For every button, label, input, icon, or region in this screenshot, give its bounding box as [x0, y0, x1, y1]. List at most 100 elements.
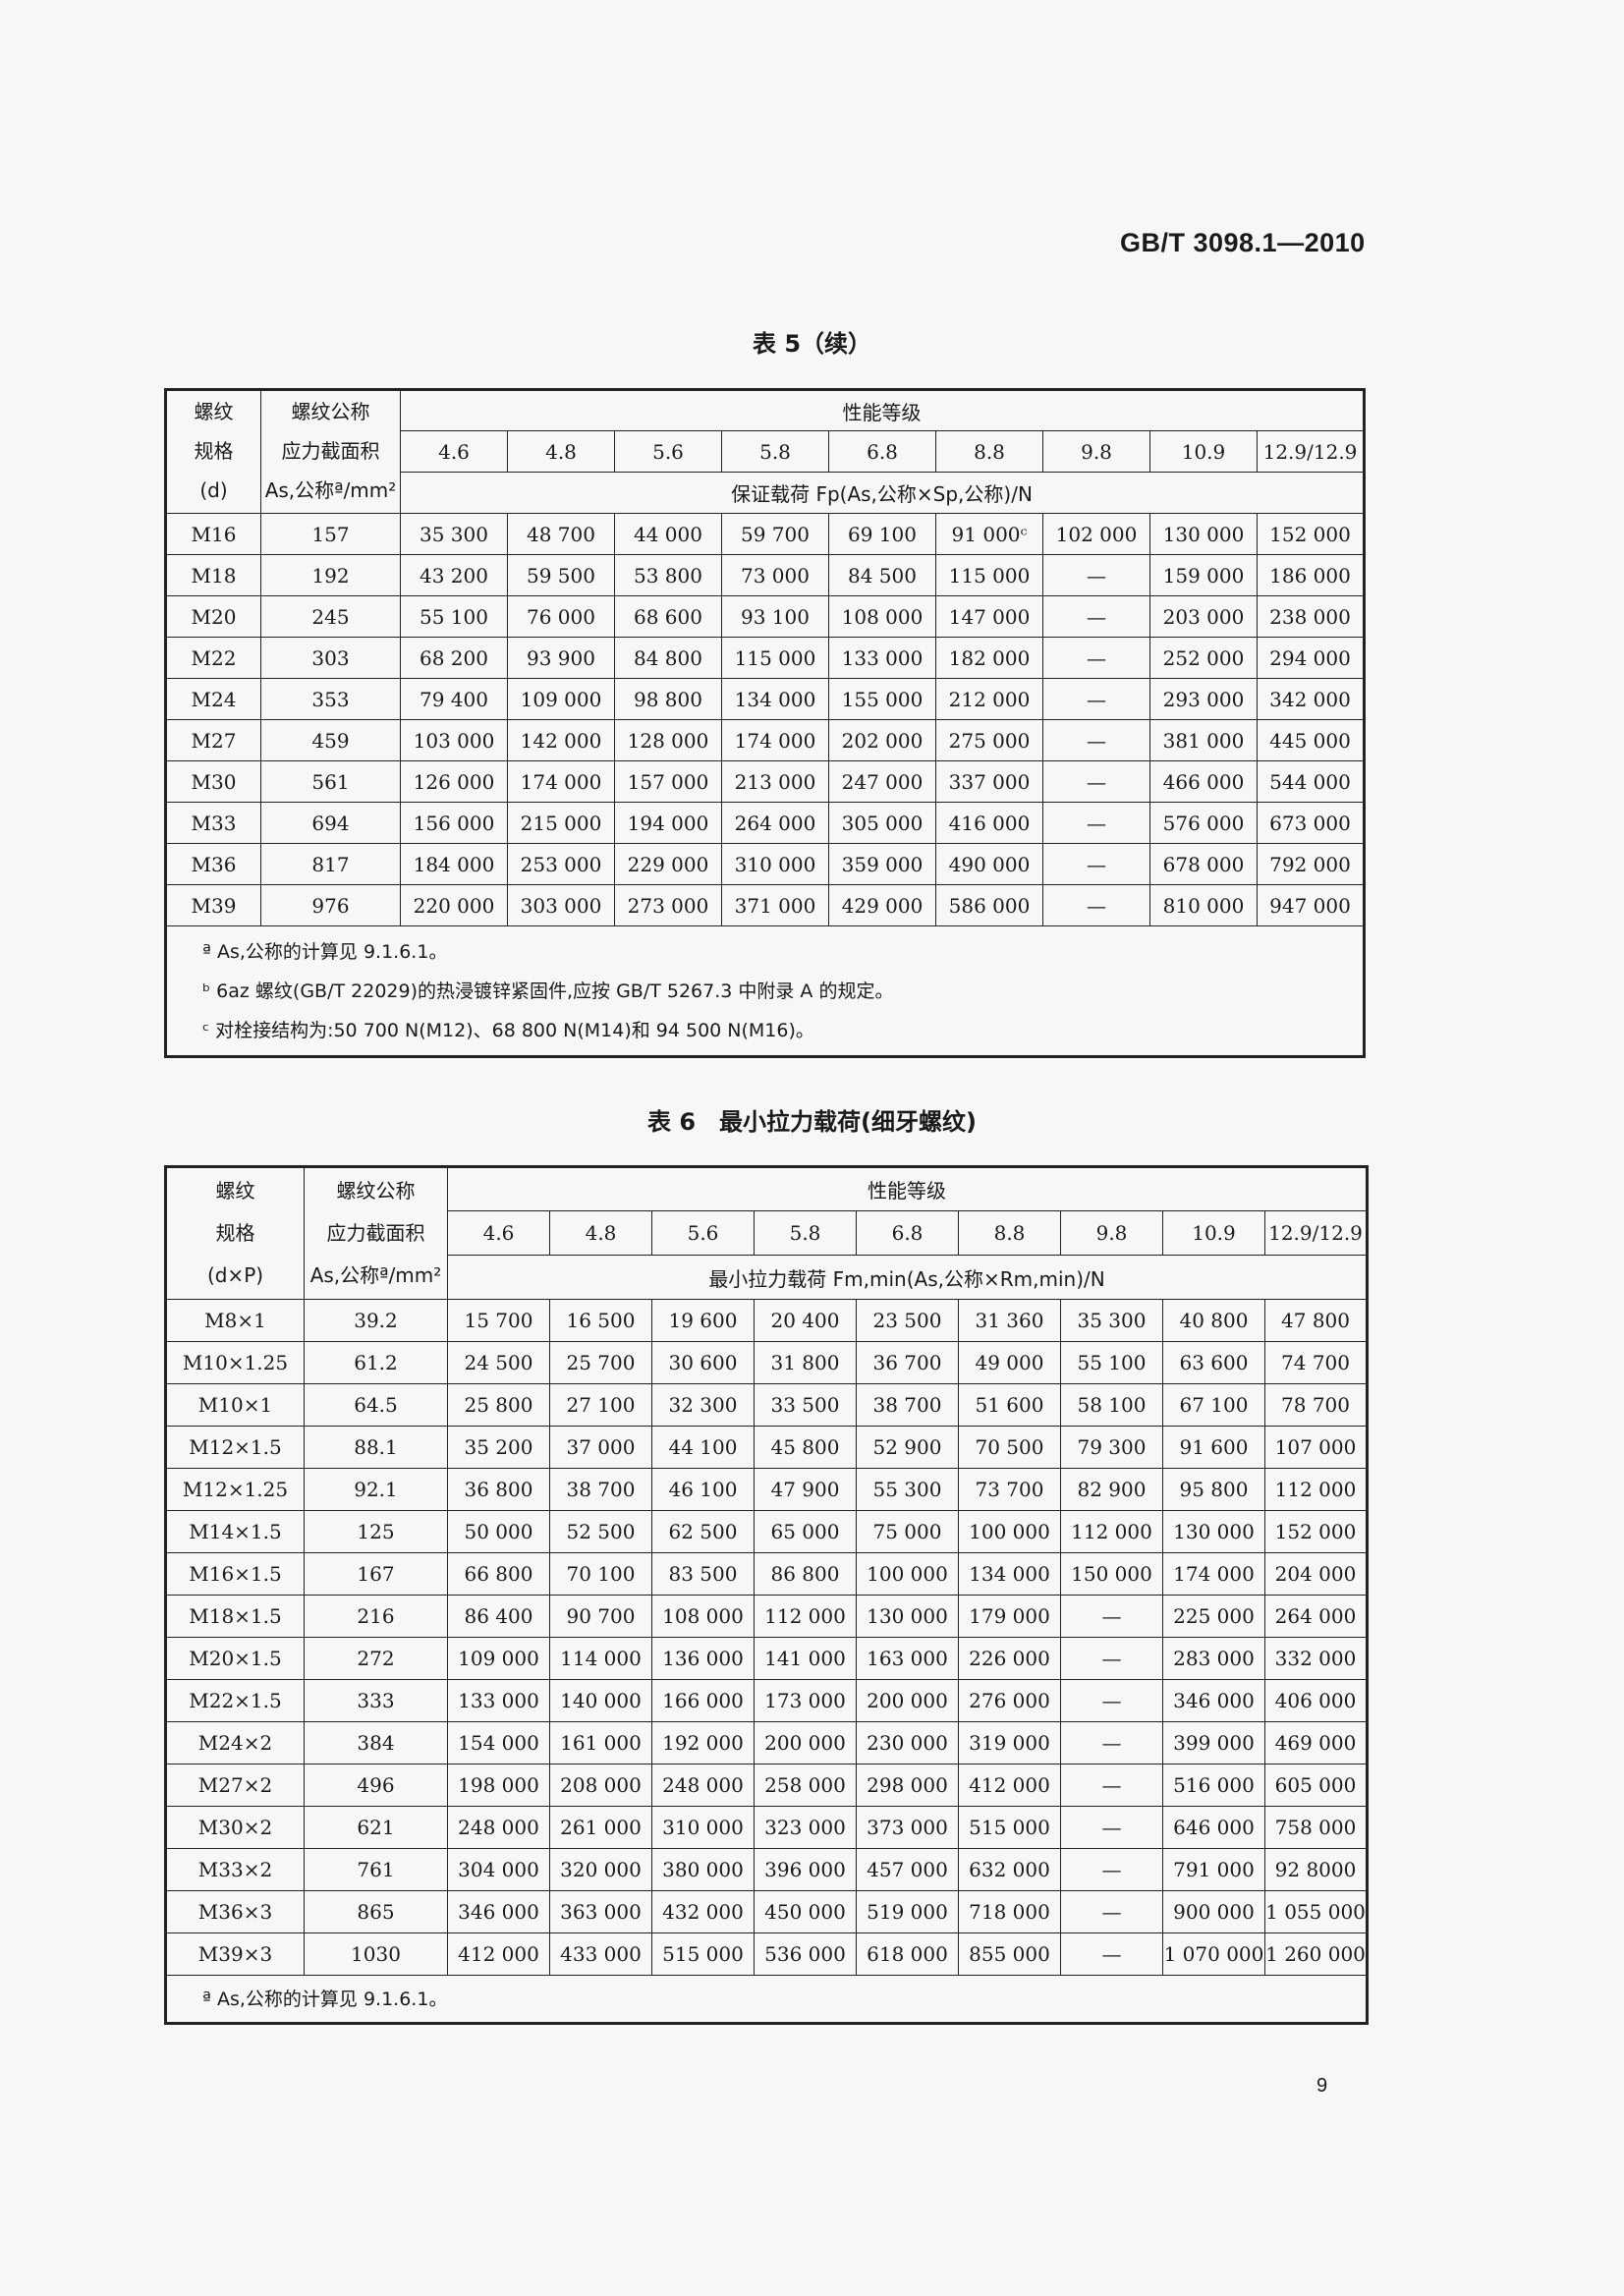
table-cell: 248 000	[447, 1806, 550, 1849]
grade-header: 4.8	[507, 430, 615, 473]
table-cell: 202 000	[828, 719, 936, 761]
table-cell: 363 000	[549, 1890, 652, 1933]
grade-header: 12.9/12.9	[1256, 430, 1366, 473]
table-cell: 173 000	[754, 1679, 857, 1722]
table-cell: 115 000	[721, 637, 829, 679]
table-cell: 184 000	[400, 843, 508, 885]
table-cell: 817	[260, 843, 401, 885]
table-row: M12×1.5 88.1 35 200 37 000 44 100 45 800 52 90…	[165, 1426, 1369, 1469]
table-cell: 108 000	[651, 1595, 755, 1638]
table-cell: 791 000	[1162, 1848, 1265, 1891]
table-cell: —	[1042, 802, 1150, 844]
table-row: M12×1.25 92.1 36 800 38 700 46 100 47 900 55 3…	[165, 1468, 1369, 1511]
table-cell: 432 000	[651, 1890, 755, 1933]
table-cell: 200 000	[754, 1721, 857, 1764]
col-thread-spec-header: 螺纹 规格 (d×P)	[165, 1166, 305, 1300]
table-cell: 62 500	[651, 1510, 755, 1553]
table-cell: 192	[260, 554, 401, 596]
table-cell: 37 000	[549, 1426, 652, 1469]
grade-header: 6.8	[828, 430, 936, 473]
table-cell: 141 000	[754, 1637, 857, 1680]
table-cell: 15 700	[447, 1299, 550, 1342]
grade-header: 4.6	[447, 1210, 550, 1256]
table-cell: —	[1060, 1932, 1163, 1976]
table-cell: 174 000	[721, 719, 829, 761]
table-cell: 694	[260, 802, 401, 844]
table-cell: —	[1042, 595, 1150, 638]
header-line: 螺纹	[215, 1179, 255, 1204]
table-cell: 673 000	[1256, 802, 1366, 844]
header-line: 螺纹	[194, 400, 234, 424]
table-cell: M33	[165, 802, 261, 844]
table-cell: 79 300	[1060, 1426, 1163, 1469]
table5: 螺纹 规格 (d) 螺纹公称 应力截面积 As,公称ª/mm² 性能等级 4.6 4.8 5.6 5…	[164, 388, 1367, 1058]
table-cell: 49 000	[958, 1341, 1061, 1384]
table-cell: 272	[304, 1637, 448, 1680]
table-cell: —	[1042, 884, 1150, 926]
table-cell: —	[1060, 1721, 1163, 1764]
table-cell: 24 500	[447, 1341, 550, 1384]
table-cell: 245	[260, 595, 401, 638]
table-cell: 163 000	[856, 1637, 959, 1680]
grade-header: 5.6	[614, 430, 722, 473]
table-cell: 810 000	[1149, 884, 1258, 926]
table-cell: 1 260 000	[1263, 1932, 1369, 1976]
footnote: ª As,公称的计算见 9.1.6.1。	[202, 940, 448, 963]
table-cell: 333	[304, 1679, 448, 1722]
table-cell: 253 000	[507, 843, 615, 885]
table-cell: 126 000	[400, 760, 508, 803]
table-cell: 353	[260, 678, 401, 720]
table-cell: 84 500	[828, 554, 936, 596]
table-cell: 109 000	[447, 1637, 550, 1680]
grade-header: 9.8	[1060, 1210, 1163, 1256]
table-cell: 384	[304, 1721, 448, 1764]
table-cell: 79 400	[400, 678, 508, 720]
table-row: M16 157 35 300 48 700 44 000 59 700 69 100 91 0…	[165, 513, 1366, 555]
table-cell: 36 700	[856, 1341, 959, 1384]
table-cell: 373 000	[856, 1806, 959, 1849]
table-cell: 152 000	[1263, 1510, 1369, 1553]
table-cell: 273 000	[614, 884, 722, 926]
table-cell: 192 000	[651, 1721, 755, 1764]
table-cell: 406 000	[1263, 1679, 1369, 1722]
table-row: M10×1 64.5 25 800 27 100 32 300 33 500 38 700 5…	[165, 1383, 1369, 1427]
table-cell: 38 700	[549, 1468, 652, 1511]
grade-header: 10.9	[1149, 430, 1258, 473]
table-cell: 134 000	[958, 1552, 1061, 1596]
table-cell: 399 000	[1162, 1721, 1265, 1764]
table-cell: 304 000	[447, 1848, 550, 1891]
table-cell: 396 000	[754, 1848, 857, 1891]
table-cell: 519 000	[856, 1890, 959, 1933]
col-stress-area-header: 螺纹公称 应力截面积 As,公称ª/mm²	[304, 1166, 448, 1300]
table-cell: 73 000	[721, 554, 829, 596]
table-cell: 27 100	[549, 1383, 652, 1427]
table-cell: 130 000	[1162, 1510, 1265, 1553]
load-header: 最小拉力载荷 Fm,min(As,公称×Rm,min)/N	[446, 1255, 1369, 1300]
footnote: ᵇ 6az 螺纹(GB/T 22029)的热浸镀锌紧固件,应按 GB/T 526…	[202, 980, 894, 1002]
table-cell: 310 000	[651, 1806, 755, 1849]
table-cell: 381 000	[1149, 719, 1258, 761]
table-cell: 466 000	[1149, 760, 1258, 803]
table-cell: 32 300	[651, 1383, 755, 1427]
table-row: M30 561 126 000 174 000 157 000 213 000 247 00…	[165, 760, 1366, 803]
table-cell: 359 000	[828, 843, 936, 885]
table-row: M33 694 156 000 215 000 194 000 264 000 305 00…	[165, 802, 1366, 844]
table-cell: 103 000	[400, 719, 508, 761]
table-cell: 73 700	[958, 1468, 1061, 1511]
table-cell: 53 800	[614, 554, 722, 596]
table-row: M36×3 865 346 000 363 000 432 000 450 000 519 …	[165, 1890, 1369, 1933]
table-cell: 294 000	[1256, 637, 1366, 679]
table-cell: 947 000	[1256, 884, 1366, 926]
table-cell: 792 000	[1256, 843, 1366, 885]
table-cell: 25 800	[447, 1383, 550, 1427]
table-cell: —	[1060, 1848, 1163, 1891]
table-cell: —	[1042, 719, 1150, 761]
header-line: 螺纹公称	[291, 400, 370, 424]
grade-header: 5.6	[651, 1210, 755, 1256]
table-cell: 416 000	[935, 802, 1043, 844]
col-thread-spec-header: 螺纹 规格 (d)	[165, 389, 261, 514]
table-cell: —	[1042, 637, 1150, 679]
table-cell: 59 700	[721, 513, 829, 555]
table-cell: 621	[304, 1806, 448, 1849]
table-cell: 112 000	[754, 1595, 857, 1638]
